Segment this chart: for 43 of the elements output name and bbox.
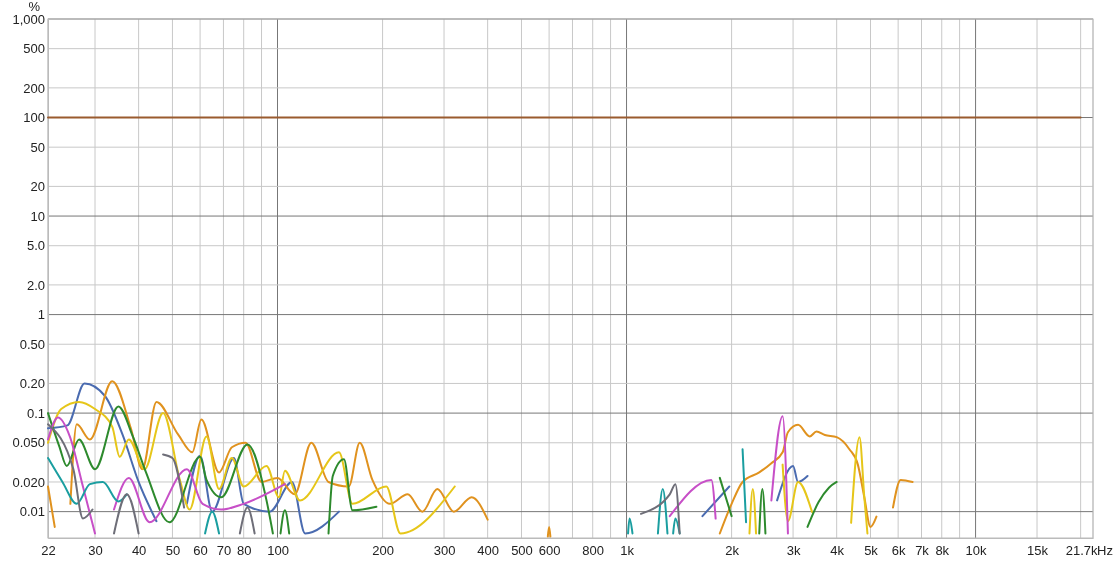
y-tick-label: 0.50 [19, 336, 45, 352]
y-axis-title: % [28, 0, 41, 14]
x-tick-label: 7k [915, 543, 930, 559]
x-tick-label: 400 [477, 543, 499, 559]
x-tick-label: 80 [236, 543, 252, 559]
x-tick-label: 300 [433, 543, 456, 559]
x-tick-label: 22 [41, 543, 56, 559]
y-tick-label: 2.0 [26, 277, 45, 293]
y-tick-label: 5.0 [26, 238, 45, 254]
y-tick-label: 0.050 [12, 435, 45, 451]
x-tick-label: 8k [935, 543, 950, 559]
y-tick-label: 0.1 [26, 405, 45, 421]
y-tick-label: 1,000 [12, 11, 45, 27]
x-tick-label: 3k [786, 543, 801, 559]
x-tick-label: 600 [538, 543, 561, 559]
x-tick-label: 200 [372, 543, 394, 559]
x-tick-label: 1k [620, 543, 635, 559]
y-tick-label: 0.20 [19, 376, 45, 392]
y-tick-label: 0.020 [12, 474, 45, 490]
y-tick-label: 100 [23, 110, 45, 126]
x-tick-label: 100 [267, 543, 289, 559]
y-tick-label: 500 [23, 41, 45, 57]
y-tick-label: 50 [30, 139, 45, 155]
x-tick-label: 5k [864, 543, 879, 559]
x-tick-label: 10k [965, 543, 988, 559]
y-tick-label: 200 [23, 80, 45, 96]
x-tick-label: 50 [165, 543, 181, 559]
x-tick-label: 70 [216, 543, 232, 559]
x-tick-label: 6k [891, 543, 906, 559]
x-axis-title: Hz [1097, 543, 1113, 559]
x-tick-label: 40 [131, 543, 147, 559]
x-tick-label: 4k [830, 543, 845, 559]
x-tick-label: 2k [725, 543, 740, 559]
x-tick-label: 21.7k [1065, 543, 1099, 559]
x-tick-label: 60 [193, 543, 208, 559]
y-tick-label: 1 [37, 307, 45, 323]
y-tick-label: 20 [30, 179, 45, 195]
y-tick-label: 10 [30, 208, 45, 224]
x-tick-label: 15k [1027, 543, 1049, 559]
x-tick-label: 800 [582, 543, 605, 559]
x-tick-label: 500 [511, 543, 533, 559]
y-tick-label: 0.01 [19, 504, 45, 520]
x-tick-label: 30 [88, 543, 103, 559]
